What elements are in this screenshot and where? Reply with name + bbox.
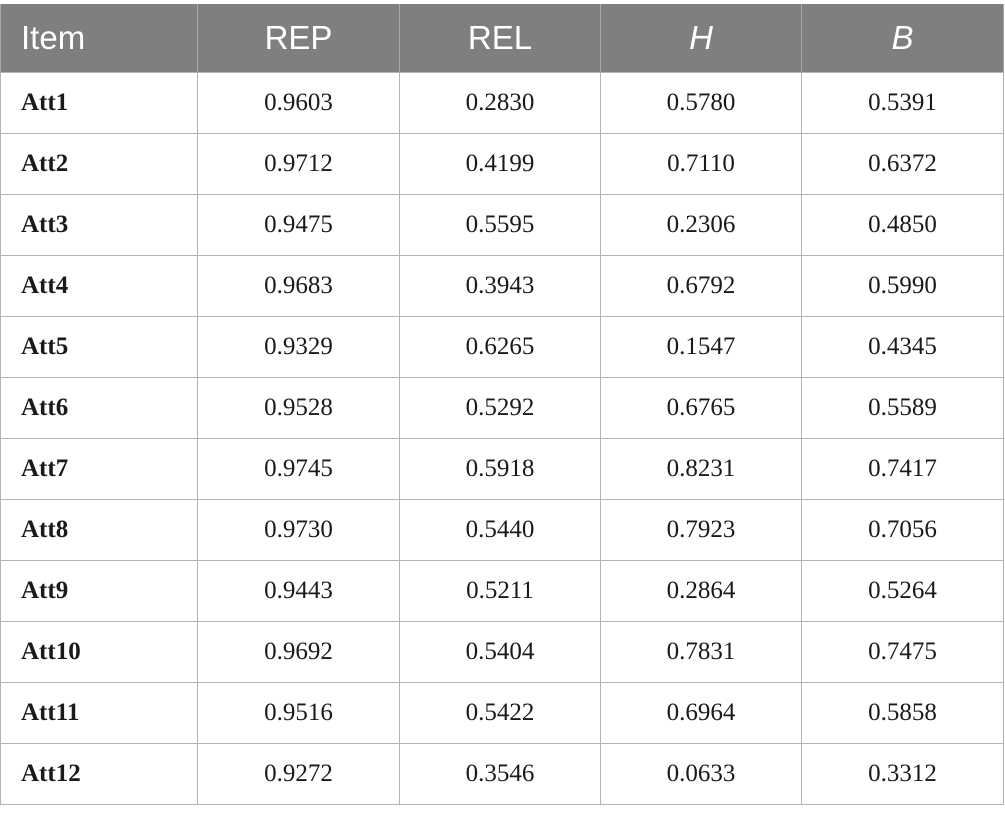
- table-cell-rel: 0.5211: [399, 560, 601, 622]
- table-cell-rel: 0.4199: [399, 133, 601, 195]
- table-cell-b: 0.5589: [801, 377, 1004, 439]
- table-cell-h: 0.6964: [600, 682, 802, 744]
- data-table: Item REP REL H B Att1 0.9603 0.2830 0.5780 0…: [0, 4, 1004, 805]
- table-cell-h: 0.5780: [600, 72, 802, 134]
- column-header-h: H: [600, 4, 802, 73]
- column-header-b: B: [801, 4, 1004, 73]
- header-row: Item REP REL H B: [0, 4, 1004, 73]
- table-cell-b: 0.7056: [801, 499, 1004, 561]
- row-item-label: Att4: [0, 255, 198, 317]
- table-cell-b: 0.5990: [801, 255, 1004, 317]
- table-cell-rel: 0.5422: [399, 682, 601, 744]
- table-cell-rep: 0.9603: [197, 72, 400, 134]
- table-row: Att8 0.9730 0.5440 0.7923 0.7056: [0, 499, 1004, 561]
- row-item-label: Att3: [0, 194, 198, 256]
- table-cell-rel: 0.5404: [399, 621, 601, 683]
- table-row: Att2 0.9712 0.4199 0.7110 0.6372: [0, 133, 1004, 195]
- table-row: Att9 0.9443 0.5211 0.2864 0.5264: [0, 560, 1004, 622]
- table-cell-rep: 0.9712: [197, 133, 400, 195]
- table-cell-rel: 0.5918: [399, 438, 601, 500]
- row-item-label: Att1: [0, 72, 198, 134]
- table-cell-h: 0.7923: [600, 499, 802, 561]
- table-cell-h: 0.8231: [600, 438, 802, 500]
- table-cell-h: 0.2306: [600, 194, 802, 256]
- column-header-rep: REP: [197, 4, 400, 73]
- table-cell-rep: 0.9692: [197, 621, 400, 683]
- table-cell-rel: 0.6265: [399, 316, 601, 378]
- table-row: Att6 0.9528 0.5292 0.6765 0.5589: [0, 377, 1004, 439]
- table-cell-h: 0.7831: [600, 621, 802, 683]
- table-row: Att10 0.9692 0.5404 0.7831 0.7475: [0, 621, 1004, 683]
- table-cell-rep: 0.9443: [197, 560, 400, 622]
- row-item-label: Att2: [0, 133, 198, 195]
- table-body: Att1 0.9603 0.2830 0.5780 0.5391 Att2 0.9712 0.…: [0, 72, 1004, 805]
- table-row: Att3 0.9475 0.5595 0.2306 0.4850: [0, 194, 1004, 256]
- table-cell-b: 0.5391: [801, 72, 1004, 134]
- table-cell-h: 0.6792: [600, 255, 802, 317]
- table-cell-rel: 0.5292: [399, 377, 601, 439]
- table-cell-h: 0.1547: [600, 316, 802, 378]
- table-row: Att7 0.9745 0.5918 0.8231 0.7417: [0, 438, 1004, 500]
- data-table-container: Item REP REL H B Att1 0.9603 0.2830 0.5780 0…: [0, 4, 1004, 805]
- table-cell-rep: 0.9329: [197, 316, 400, 378]
- row-item-label: Att5: [0, 316, 198, 378]
- table-cell-b: 0.5858: [801, 682, 1004, 744]
- table-cell-h: 0.7110: [600, 133, 802, 195]
- table-cell-b: 0.7475: [801, 621, 1004, 683]
- row-item-label: Att10: [0, 621, 198, 683]
- row-item-label: Att7: [0, 438, 198, 500]
- table-cell-b: 0.7417: [801, 438, 1004, 500]
- table-cell-rep: 0.9475: [197, 194, 400, 256]
- column-header-item: Item: [0, 4, 198, 73]
- table-cell-rel: 0.3943: [399, 255, 601, 317]
- table-cell-h: 0.6765: [600, 377, 802, 439]
- table-cell-h: 0.2864: [600, 560, 802, 622]
- table-cell-rel: 0.5440: [399, 499, 601, 561]
- row-item-label: Att8: [0, 499, 198, 561]
- table-cell-rep: 0.9272: [197, 743, 400, 805]
- table-cell-rep: 0.9745: [197, 438, 400, 500]
- table-cell-rep: 0.9683: [197, 255, 400, 317]
- row-item-label: Att12: [0, 743, 198, 805]
- table-header: Item REP REL H B: [0, 4, 1004, 73]
- table-row: Att11 0.9516 0.5422 0.6964 0.5858: [0, 682, 1004, 744]
- table-cell-rel: 0.2830: [399, 72, 601, 134]
- table-row: Att12 0.9272 0.3546 0.0633 0.3312: [0, 743, 1004, 805]
- table-cell-rep: 0.9528: [197, 377, 400, 439]
- table-cell-rep: 0.9730: [197, 499, 400, 561]
- column-header-rel: REL: [399, 4, 601, 73]
- row-item-label: Att11: [0, 682, 198, 744]
- table-row: Att5 0.9329 0.6265 0.1547 0.4345: [0, 316, 1004, 378]
- table-cell-h: 0.0633: [600, 743, 802, 805]
- table-cell-b: 0.4345: [801, 316, 1004, 378]
- table-cell-rel: 0.3546: [399, 743, 601, 805]
- table-cell-b: 0.6372: [801, 133, 1004, 195]
- table-cell-b: 0.5264: [801, 560, 1004, 622]
- row-item-label: Att6: [0, 377, 198, 439]
- table-cell-rel: 0.5595: [399, 194, 601, 256]
- table-row: Att4 0.9683 0.3943 0.6792 0.5990: [0, 255, 1004, 317]
- row-item-label: Att9: [0, 560, 198, 622]
- table-row: Att1 0.9603 0.2830 0.5780 0.5391: [0, 72, 1004, 134]
- table-cell-b: 0.3312: [801, 743, 1004, 805]
- table-cell-b: 0.4850: [801, 194, 1004, 256]
- table-cell-rep: 0.9516: [197, 682, 400, 744]
